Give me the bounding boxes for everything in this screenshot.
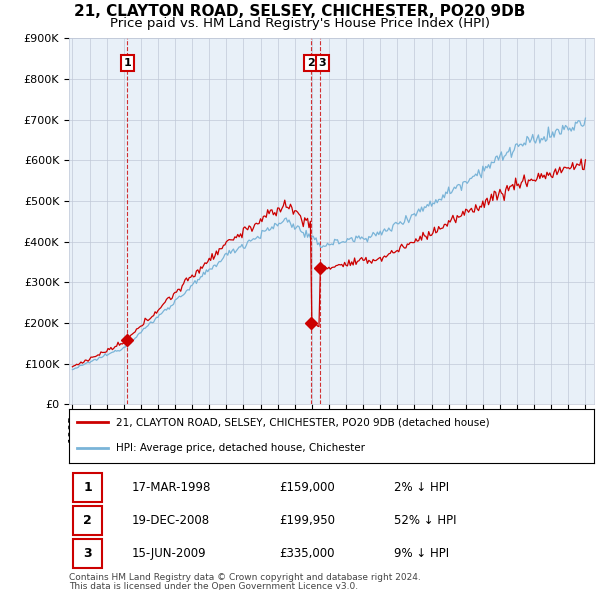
Text: This data is licensed under the Open Government Licence v3.0.: This data is licensed under the Open Gov… [69,582,358,590]
Text: £159,000: £159,000 [279,481,335,494]
Text: £199,950: £199,950 [279,514,335,527]
Text: 3: 3 [319,58,326,68]
Text: HPI: Average price, detached house, Chichester: HPI: Average price, detached house, Chic… [116,443,365,453]
Text: 21, CLAYTON ROAD, SELSEY, CHICHESTER, PO20 9DB (detached house): 21, CLAYTON ROAD, SELSEY, CHICHESTER, PO… [116,418,490,427]
Text: 1: 1 [124,58,131,68]
Text: 52% ↓ HPI: 52% ↓ HPI [395,514,457,527]
Text: 2: 2 [83,514,92,527]
Text: 3: 3 [83,547,92,560]
Text: 19-DEC-2008: 19-DEC-2008 [132,514,210,527]
Text: 2: 2 [307,58,315,68]
Text: 1: 1 [83,481,92,494]
Text: Price paid vs. HM Land Registry's House Price Index (HPI): Price paid vs. HM Land Registry's House … [110,17,490,30]
Text: Contains HM Land Registry data © Crown copyright and database right 2024.: Contains HM Land Registry data © Crown c… [69,573,421,582]
Text: 21, CLAYTON ROAD, SELSEY, CHICHESTER, PO20 9DB: 21, CLAYTON ROAD, SELSEY, CHICHESTER, PO… [74,4,526,19]
Text: £335,000: £335,000 [279,547,335,560]
Text: 2% ↓ HPI: 2% ↓ HPI [395,481,449,494]
Text: 9% ↓ HPI: 9% ↓ HPI [395,547,449,560]
Text: 17-MAR-1998: 17-MAR-1998 [132,481,211,494]
FancyBboxPatch shape [73,539,102,568]
Text: 15-JUN-2009: 15-JUN-2009 [132,547,206,560]
FancyBboxPatch shape [73,506,102,535]
FancyBboxPatch shape [73,473,102,502]
